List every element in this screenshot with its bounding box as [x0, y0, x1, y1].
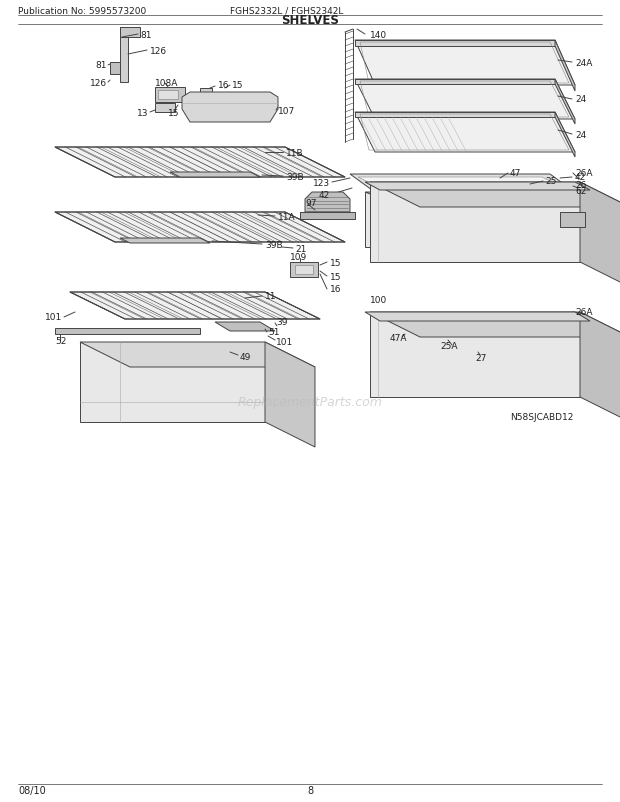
Text: 15: 15 [330, 258, 342, 267]
Text: Publication No: 5995573200: Publication No: 5995573200 [18, 6, 146, 15]
Text: 81: 81 [95, 62, 107, 71]
Polygon shape [365, 313, 590, 322]
Polygon shape [358, 178, 562, 188]
Polygon shape [80, 342, 315, 367]
Polygon shape [182, 93, 278, 123]
Text: 140: 140 [370, 30, 387, 39]
Text: 101: 101 [45, 313, 62, 322]
Polygon shape [365, 192, 555, 248]
Text: 42: 42 [575, 173, 587, 182]
Polygon shape [55, 213, 345, 243]
Polygon shape [70, 293, 320, 320]
Text: 26A: 26A [575, 168, 593, 177]
Text: 8: 8 [307, 785, 313, 795]
Text: 47A: 47A [390, 334, 407, 343]
Text: 123: 123 [313, 178, 330, 187]
Polygon shape [350, 175, 572, 191]
Text: 25: 25 [545, 176, 556, 185]
Text: SHELVES: SHELVES [281, 14, 339, 26]
Text: 49: 49 [240, 353, 251, 362]
Polygon shape [355, 113, 575, 153]
Text: 24: 24 [575, 95, 587, 104]
Text: 126: 126 [150, 47, 167, 55]
Polygon shape [215, 322, 275, 331]
Text: FGHS2332L / FGHS2342L: FGHS2332L / FGHS2342L [230, 6, 343, 15]
Polygon shape [120, 28, 128, 83]
Polygon shape [555, 192, 595, 263]
Polygon shape [80, 342, 265, 423]
Text: 15: 15 [232, 80, 244, 89]
Polygon shape [555, 113, 575, 158]
Polygon shape [110, 63, 120, 75]
Polygon shape [555, 41, 575, 92]
Text: 11: 11 [265, 292, 277, 301]
Text: 52: 52 [55, 337, 66, 346]
Text: 39B: 39B [265, 241, 283, 249]
Text: ReplacementParts.com: ReplacementParts.com [237, 396, 383, 409]
Polygon shape [365, 183, 590, 191]
Polygon shape [355, 41, 555, 47]
Text: 107: 107 [278, 107, 295, 115]
Text: 27: 27 [475, 354, 486, 363]
Text: 39: 39 [276, 318, 288, 327]
Text: 42: 42 [319, 190, 330, 199]
Polygon shape [265, 342, 315, 448]
Polygon shape [355, 80, 575, 119]
Text: 51: 51 [268, 328, 280, 337]
Text: 39B: 39B [286, 172, 304, 181]
Polygon shape [355, 41, 575, 86]
Polygon shape [560, 213, 585, 228]
Polygon shape [158, 91, 178, 100]
Polygon shape [365, 192, 595, 208]
Polygon shape [555, 80, 575, 125]
Text: 26A: 26A [575, 308, 593, 317]
Polygon shape [55, 148, 345, 178]
Text: 81: 81 [140, 30, 151, 39]
Polygon shape [290, 263, 318, 277]
Text: 97: 97 [305, 198, 316, 207]
Text: 11A: 11A [278, 213, 296, 221]
Polygon shape [200, 89, 212, 100]
Polygon shape [580, 313, 620, 423]
Text: 08/10: 08/10 [18, 785, 46, 795]
Polygon shape [120, 28, 140, 38]
Text: 109: 109 [290, 252, 308, 261]
Polygon shape [370, 313, 580, 398]
Polygon shape [355, 80, 555, 85]
Text: 24A: 24A [575, 59, 592, 67]
Polygon shape [580, 183, 620, 288]
Text: 13: 13 [136, 108, 148, 117]
Text: 25A: 25A [440, 342, 458, 351]
Text: 16: 16 [330, 286, 342, 294]
Polygon shape [370, 183, 580, 263]
Text: 47: 47 [510, 168, 521, 177]
Polygon shape [155, 88, 185, 103]
Text: 21: 21 [295, 244, 306, 253]
Polygon shape [305, 192, 350, 213]
Polygon shape [155, 104, 175, 113]
Text: 101: 101 [276, 338, 293, 347]
Text: 108A: 108A [155, 79, 179, 87]
Polygon shape [55, 329, 200, 334]
Polygon shape [355, 113, 555, 118]
Polygon shape [370, 183, 620, 208]
Text: 62: 62 [575, 186, 587, 195]
Text: 26: 26 [575, 181, 587, 190]
Text: 24: 24 [575, 131, 587, 140]
Text: 11B: 11B [286, 148, 304, 157]
Text: 15: 15 [168, 108, 180, 117]
Polygon shape [300, 213, 355, 220]
Text: 126: 126 [90, 79, 107, 87]
Polygon shape [370, 313, 620, 338]
Text: 100: 100 [370, 296, 388, 305]
Text: 15: 15 [330, 272, 342, 282]
Polygon shape [120, 239, 210, 244]
Text: 16: 16 [218, 81, 229, 91]
Polygon shape [170, 172, 260, 178]
Text: N58SJCABD12: N58SJCABD12 [510, 413, 574, 422]
Polygon shape [295, 265, 313, 274]
